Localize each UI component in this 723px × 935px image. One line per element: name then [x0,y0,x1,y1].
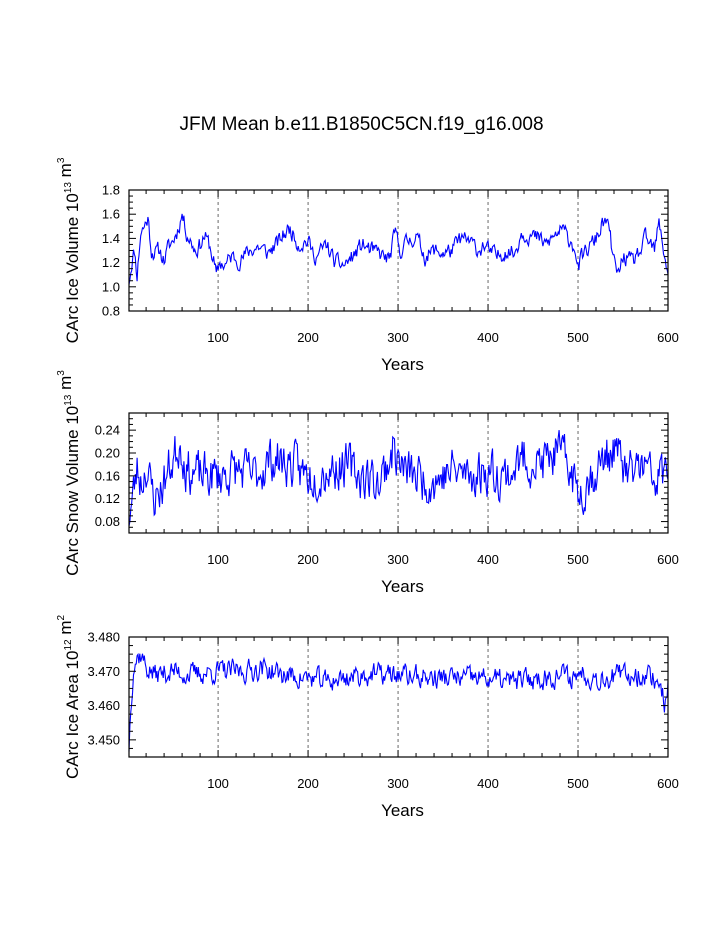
page-title: JFM Mean b.e11.B1850C5CN.f19_g16.008 [179,114,544,135]
data-series-line [128,430,669,527]
x-axis-label: Years [381,801,424,820]
y-tick-label: 1.6 [102,207,120,222]
x-tick-label: 500 [567,330,589,345]
y-axis-label-text: CArc Ice Volume 10 [63,193,82,343]
x-tick-label: 200 [297,330,319,345]
chart-panel-ice-area: 100 200 300 400 500 600 3.450 3.460 3.470 3.480 Ye… [56,615,679,820]
y-tick-label: 1.8 [102,183,120,198]
y-tick-label: 0.12 [95,491,120,506]
y-axis-label: CArc Ice Area 1012 m2 [56,615,82,780]
y-tick-label: 0.08 [95,514,120,529]
x-tick-label: 100 [207,330,229,345]
y-axis-label-exponent: 3 [56,370,67,376]
x-tick-label: 400 [477,776,499,791]
y-axis-label: CArc Ice Volume 1013 m3 [56,157,82,343]
y-axis-label-text: CArc Snow Volume 10 [63,406,82,576]
x-tick-label: 400 [477,330,499,345]
y-axis-label-exponent: 12 [63,639,74,651]
x-tick-label: 100 [207,776,229,791]
plot-frame [128,412,669,534]
y-axis-label-exponent: 13 [63,182,74,194]
x-axis-label: Years [381,577,424,596]
y-axis-label-exponent: 13 [63,394,74,406]
y-tick-label: 1.2 [102,255,120,270]
x-tick-label: 300 [387,330,409,345]
y-axis-label-text: m [56,163,75,182]
x-tick-label: 400 [477,552,499,567]
y-tick-label: 3.460 [87,698,120,713]
plot-frame [128,189,669,312]
y-tick-label: 0.16 [95,468,120,483]
x-axis-label: Years [381,355,424,374]
x-tick-label: 500 [567,552,589,567]
y-tick-label: 0.20 [95,446,120,461]
x-tick-label: 600 [657,330,679,345]
y-axis-label-exponent: 2 [56,615,67,621]
y-tick-label: 0.8 [102,304,120,319]
x-tick-label: 200 [297,776,319,791]
x-tick-label: 600 [657,776,679,791]
y-tick-label: 1.0 [102,279,120,294]
y-tick-label: 1.4 [102,231,120,246]
y-tick-label: 3.450 [87,732,120,747]
y-axis-label-text: m [56,376,75,395]
x-tick-label: 600 [657,552,679,567]
x-tick-label: 200 [297,552,319,567]
y-axis-label-text: CArc Ice Area 10 [63,651,82,780]
y-tick-label: 3.470 [87,664,120,679]
y-axis-label: CArc Snow Volume 1013 m3 [56,370,82,576]
y-axis-label-text: m [56,621,75,640]
x-tick-label: 100 [207,552,229,567]
chart-panel-ice-volume: 100 200 300 400 500 600 0.8 1.0 1.2 1.4 1.6 1.8 Year… [56,157,679,374]
x-tick-label: 500 [567,776,589,791]
x-tick-label: 300 [387,776,409,791]
data-series-line [128,652,669,752]
y-axis-label-exponent: 3 [56,157,67,163]
x-tick-label: 300 [387,552,409,567]
data-series-line [128,213,669,285]
y-tick-label: 3.480 [87,630,120,645]
y-tick-label: 0.24 [95,423,120,438]
chart-panel-snow-volume: 100 200 300 400 500 600 0.08 0.12 0.16 0.20 0.24 Ye… [56,370,679,596]
plot-frame [128,636,669,758]
